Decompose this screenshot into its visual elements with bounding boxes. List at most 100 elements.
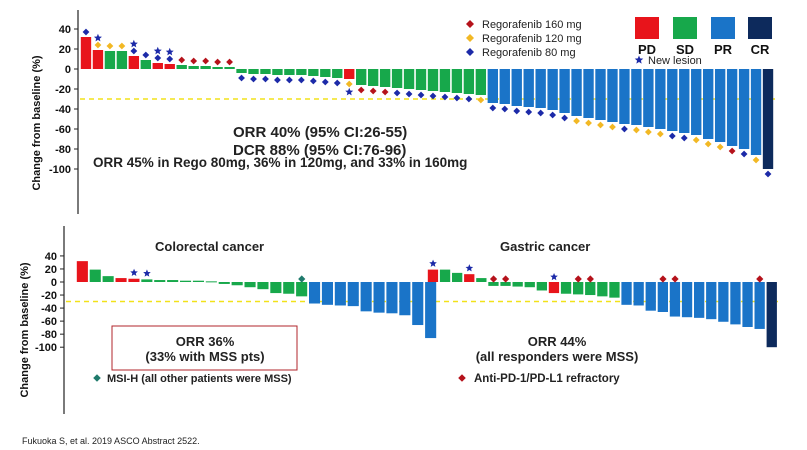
colorectal-new-lesion-marker (143, 269, 151, 277)
colorectal-bar (76, 261, 88, 282)
lower-y-tick-label: -40 (41, 303, 57, 315)
overall-dose-marker (621, 125, 628, 133)
lower-y-axis-label: Change from baseline (%) (19, 262, 31, 397)
overall-dose-marker (166, 55, 174, 63)
gastric-refractory-marker (502, 275, 510, 283)
overall-bar (583, 69, 594, 118)
gastric-bar (621, 282, 632, 305)
overall-bar (236, 69, 247, 73)
overall-bar (260, 69, 271, 74)
overall-bar (403, 69, 415, 89)
refractory-legend-marker (458, 374, 466, 382)
gastric-bar (730, 282, 741, 325)
gastric-bar (597, 282, 608, 297)
colorectal-new-lesion-marker (130, 268, 138, 276)
overall-bar (152, 63, 163, 69)
overall-dose-marker (453, 94, 461, 102)
colorectal-bar (89, 269, 101, 282)
overall-dose-marker (393, 89, 401, 97)
overall-bar (631, 69, 642, 125)
overall-bar (619, 69, 630, 124)
lower-y-tick-label: 20 (45, 264, 57, 276)
overall-dose-marker (333, 79, 341, 87)
colorectal-bar (257, 282, 269, 290)
colorectal-bar (309, 282, 321, 304)
overall-bar (308, 69, 319, 76)
legend-dose-label: Regorafenib 160 mg (482, 19, 582, 31)
overall-dose-marker (429, 92, 437, 100)
overall-y-tick-label: 40 (59, 24, 71, 36)
overall-new-lesion-marker (93, 33, 102, 42)
overall-dose-marker (417, 91, 425, 99)
colorectal-bar (128, 278, 140, 282)
overall-dose-marker (764, 170, 772, 178)
overall-dose-marker (202, 57, 210, 65)
overall-dose-marker (632, 126, 640, 134)
overall-bar (427, 69, 439, 91)
overall-dose-marker (477, 96, 485, 104)
overall-bar (104, 51, 116, 69)
overall-dose-marker (740, 150, 748, 158)
overall-dose-marker (130, 47, 138, 55)
gastric-bar (560, 282, 572, 294)
overall-dose-marker (345, 80, 353, 88)
overall-dose-orr-annotation: ORR 45% in Rego 80mg, 36% in 120mg, and … (93, 155, 467, 170)
colorectal-bar (231, 282, 243, 286)
overall-dose-marker (441, 93, 449, 101)
gastric-bar (427, 269, 439, 282)
colorectal-orr-subannotation: (33% with MSS pts) (145, 349, 264, 364)
overall-bar (571, 69, 582, 116)
colorectal-bar (373, 282, 385, 313)
overall-dose-marker (190, 57, 198, 65)
legend-dose-label: Regorafenib 120 mg (482, 33, 582, 45)
gastric-bar (585, 282, 596, 296)
overall-bar (511, 69, 522, 106)
overall-dose-marker (214, 58, 222, 66)
legend-new-lesion-label: New lesion (648, 55, 702, 67)
colorectal-bar (102, 276, 114, 282)
legend-response-label: PR (714, 42, 733, 57)
legend-dose-marker (466, 20, 474, 28)
legend-response-label: PD (638, 42, 656, 57)
overall-bar (212, 67, 223, 69)
gastric-bar (669, 282, 681, 317)
gastric-bar (657, 282, 668, 312)
overall-bar (367, 69, 379, 86)
overall-bar (80, 37, 92, 69)
lower-y-tick-label: -100 (35, 342, 57, 354)
colorectal-bar (386, 282, 398, 314)
overall-bar (296, 69, 307, 75)
overall-bar (128, 56, 140, 69)
gastric-refractory-marker (756, 275, 764, 283)
msih-legend-marker (93, 374, 101, 382)
colorectal-bar (296, 282, 308, 297)
overall-bar (320, 69, 331, 77)
gastric-bar (718, 282, 729, 322)
overall-dose-marker (465, 95, 473, 103)
gastric-refractory-marker (659, 275, 667, 283)
overall-bar (356, 69, 367, 85)
colorectal-bar (154, 280, 166, 282)
overall-bar (475, 69, 487, 95)
overall-bar (344, 69, 355, 79)
gastric-bar (681, 282, 693, 318)
overall-bar (643, 69, 654, 127)
overall-dose-marker (142, 51, 150, 59)
refractory-legend-label: Anti-PD-1/PD-L1 refractory (474, 373, 620, 385)
gastric-refractory-marker (671, 275, 679, 283)
overall-y-tick-label: -20 (55, 84, 71, 96)
legend-response-swatch (635, 17, 659, 39)
overall-dose-marker (597, 121, 604, 129)
legend-dose-marker (466, 48, 474, 56)
overall-bar (595, 69, 606, 120)
overall-dose-marker (178, 56, 186, 64)
overall-dcr-annotation: DCR 88% (95% CI:76-96) (233, 142, 406, 159)
colorectal-bar (167, 280, 179, 282)
overall-dose-marker (644, 128, 652, 136)
overall-dose-marker (728, 147, 736, 155)
gastric-bar (573, 282, 584, 295)
overall-bar (714, 69, 726, 142)
colorectal-bar (334, 282, 346, 306)
overall-bar (691, 69, 702, 135)
